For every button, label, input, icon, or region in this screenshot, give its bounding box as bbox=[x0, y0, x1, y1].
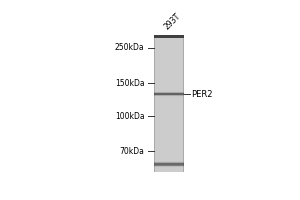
Bar bbox=[154, 35, 184, 172]
Bar bbox=[154, 95, 184, 96]
Bar bbox=[154, 96, 184, 97]
Bar bbox=[154, 161, 184, 162]
Text: 250kDa: 250kDa bbox=[115, 43, 145, 52]
Bar bbox=[154, 163, 184, 164]
Bar bbox=[154, 162, 184, 163]
Bar bbox=[154, 35, 184, 38]
Bar bbox=[154, 91, 184, 92]
Text: 293T: 293T bbox=[163, 11, 182, 31]
Bar bbox=[154, 164, 184, 165]
Bar bbox=[154, 167, 184, 168]
Bar bbox=[154, 35, 155, 172]
Bar bbox=[154, 93, 184, 94]
Bar bbox=[154, 166, 184, 167]
Bar bbox=[154, 92, 184, 93]
Bar bbox=[154, 165, 184, 166]
Bar bbox=[154, 95, 184, 96]
Text: 150kDa: 150kDa bbox=[115, 79, 145, 88]
Bar bbox=[154, 165, 184, 166]
Bar bbox=[154, 92, 184, 93]
Text: PER2: PER2 bbox=[191, 90, 212, 99]
Bar bbox=[154, 94, 184, 95]
Text: 100kDa: 100kDa bbox=[115, 112, 145, 121]
Bar bbox=[154, 93, 184, 94]
Text: 70kDa: 70kDa bbox=[120, 147, 145, 156]
Bar bbox=[154, 166, 184, 167]
Bar bbox=[183, 35, 184, 172]
Bar bbox=[154, 94, 184, 95]
